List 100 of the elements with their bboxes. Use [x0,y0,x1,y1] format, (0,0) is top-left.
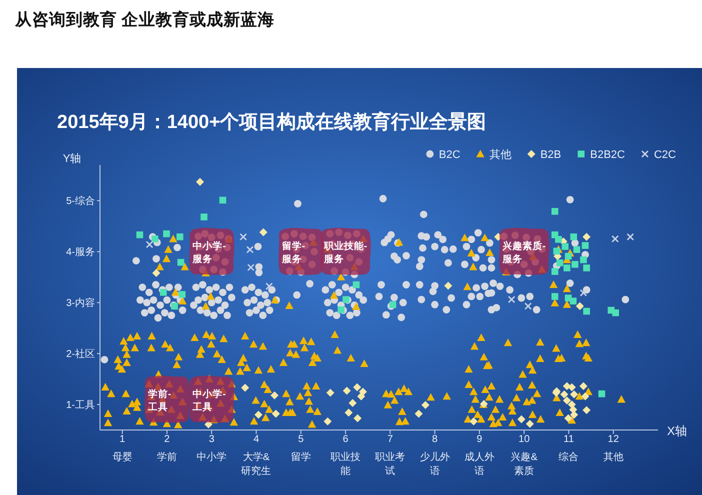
point [414,410,423,418]
point [555,236,562,243]
point [259,228,268,236]
x-axis-title: X轴 [667,424,688,438]
point [556,259,564,266]
point [326,388,334,397]
point [348,398,357,407]
x-tick-label: 2 学前 [156,434,177,463]
point [163,230,170,238]
point [580,256,587,264]
x-tick-label: 12 其他 [603,434,624,463]
point [517,415,526,424]
point [247,264,255,272]
point [562,243,569,250]
point [524,302,532,310]
point [570,233,578,240]
point [152,269,160,278]
point [136,231,144,238]
x-tick-label: 1 母婴 [112,434,132,463]
point [338,306,344,314]
x-tick-label: 5 留学 [290,434,311,463]
point [562,396,571,404]
point [598,390,606,398]
annotation: 留学-服务 [282,241,306,266]
point [160,289,167,296]
y-tick-label: 3-内容 [66,297,95,310]
annotation: 兴趣素质-服务 [502,241,546,266]
point [324,417,332,426]
legend-label: B2B [540,149,562,161]
x-tick-label: 9 成人外语 [464,434,494,477]
point [572,260,578,268]
point [611,235,619,243]
point [272,410,280,418]
annotation: 中小学-服务 [192,241,226,266]
y-tick-label: 2-社区 [66,348,95,360]
point [573,246,580,253]
chart-subtitle: 2015年9月：1400+个项目构成在线教育行业全景图 [57,111,486,133]
point [152,235,158,242]
point [570,298,577,304]
point [241,384,250,392]
point [265,282,273,290]
point [344,408,353,417]
point [177,258,184,266]
point [582,232,591,241]
point [240,233,247,241]
point [576,302,584,310]
point [564,414,572,422]
annotation: 职业技能-服务 [324,241,368,266]
x-tick-label: 6 职业技能 [330,434,361,477]
point [570,410,578,419]
x-tick-label: 7 职业考试 [375,434,406,477]
point [178,291,186,298]
point [508,296,516,304]
legend-label: 其他 [489,148,512,161]
x-tick-label: 10 兴趣&素质 [510,434,538,477]
point [354,414,362,422]
annotation: 学前-工具 [148,388,172,413]
point [526,420,534,428]
legend-label: B2C [438,149,460,161]
point [581,392,590,400]
point [583,308,590,315]
point [568,383,576,392]
y-tick-label: 4-服务 [66,246,95,258]
point [551,268,558,275]
point [219,196,226,204]
y-axis-title: Y轴 [62,152,82,165]
point [470,417,478,426]
point [564,252,572,260]
point [176,233,184,240]
point [564,264,570,272]
point [560,390,568,398]
point [254,410,262,419]
point [579,382,588,390]
point [582,406,591,414]
y-tick-label: 5-综合 [66,195,95,208]
annotation: 中小学-工具 [192,388,226,413]
x-tick-label: 8 少儿外语 [420,434,450,477]
point [200,214,208,220]
point [353,383,362,392]
point [553,248,560,255]
point [246,246,254,254]
chart-title: 从咨询到教育 企业教育或成新蓝海 [14,9,275,29]
point [444,282,452,290]
point [626,233,634,241]
y-tick-label: 1-工具 [66,400,95,412]
point [580,289,588,297]
point [551,293,558,300]
x-tick-label: 4 大学&研究生 [241,434,272,477]
point [342,386,351,395]
point [421,401,430,410]
point [583,264,590,272]
point [196,178,204,186]
x-tick-label: 11 综合 [558,434,579,463]
x-tick-label: 3 中小学 [196,434,227,463]
point [582,242,589,249]
legend-label: B2B2C [590,149,626,161]
point [612,309,619,316]
point [551,208,558,215]
legend-label: C2C [654,149,676,161]
point [146,240,154,248]
